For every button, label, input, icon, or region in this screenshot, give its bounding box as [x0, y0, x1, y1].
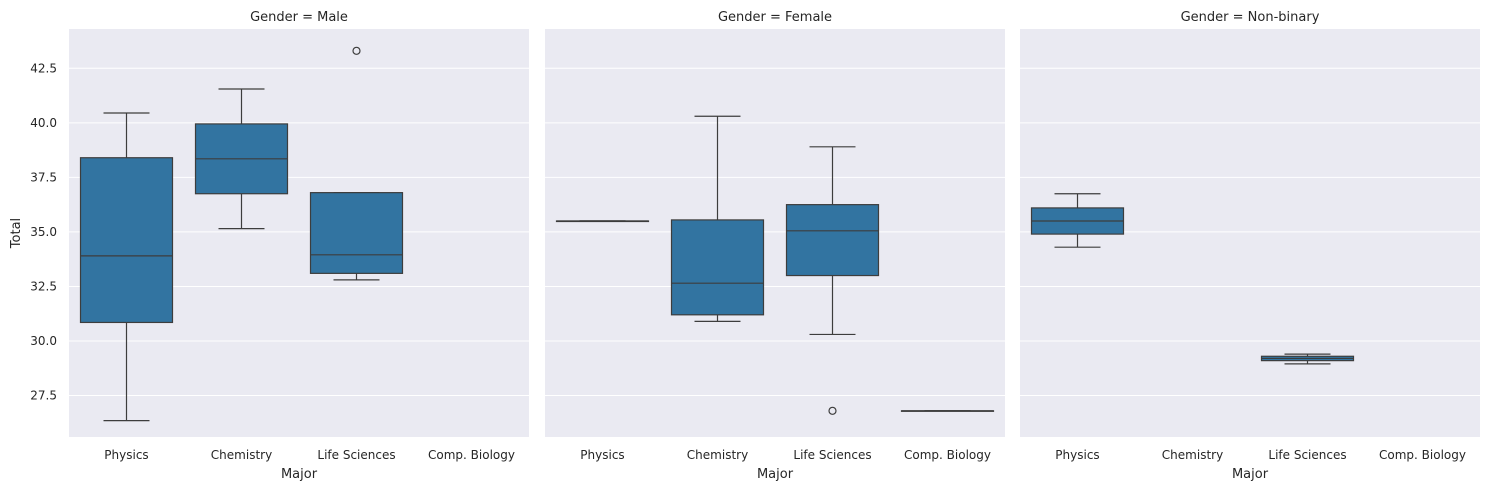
outlier-point — [352, 46, 361, 55]
box-iqr — [79, 157, 174, 324]
box-plot — [670, 115, 765, 322]
box-iqr — [785, 204, 880, 277]
x-tick-label: Physics — [104, 448, 148, 462]
y-tick-label: 30.0 — [30, 334, 57, 348]
x-tick-label: Comp. Biology — [428, 448, 515, 462]
box-plot — [900, 410, 995, 412]
panel-title: Gender = Female — [718, 10, 832, 25]
facet-panel: Gender = Female Physics Chemistry Life Scie… — [545, 10, 1005, 482]
x-tick-label: Chemistry — [1162, 448, 1223, 462]
x-axis-label: Major — [757, 467, 794, 482]
box-plot — [1260, 353, 1355, 365]
box-plot — [309, 46, 404, 281]
y-tick-label: 35.0 — [30, 225, 57, 239]
outlier-point — [828, 406, 837, 415]
box-iqr — [670, 219, 765, 316]
y-tick-label: 40.0 — [30, 116, 57, 130]
x-tick-label: Life Sciences — [1268, 448, 1346, 462]
facet-panel: Gender = Male 27.5 30.0 32.5 35.0 37.5 40.0 42.… — [30, 10, 529, 482]
x-tick-label: Comp. Biology — [904, 448, 991, 462]
x-tick-label: Life Sciences — [793, 448, 871, 462]
x-axis-label: Major — [281, 467, 318, 482]
y-tick-label: 27.5 — [30, 389, 57, 403]
y-axis-label: Total — [9, 218, 24, 249]
y-tick-label: 42.5 — [30, 61, 57, 75]
x-tick-label: Physics — [580, 448, 624, 462]
facet-panel: Gender = Non-binary Physics Chemistry Life … — [1020, 10, 1480, 482]
box-plot — [1030, 193, 1125, 248]
x-tick-label: Chemistry — [687, 448, 748, 462]
panel-background — [545, 29, 1005, 437]
x-tick-label: Life Sciences — [317, 448, 395, 462]
box-plot — [79, 112, 174, 422]
panel-title: Gender = Male — [250, 10, 348, 25]
y-tick-label: 37.5 — [30, 170, 57, 184]
x-tick-label: Comp. Biology — [1379, 448, 1466, 462]
x-axis-label: Major — [1232, 467, 1269, 482]
box-plot — [785, 146, 880, 415]
box-plot — [194, 88, 289, 230]
panel-title: Gender = Non-binary — [1181, 10, 1320, 25]
box-iqr — [309, 192, 404, 274]
x-tick-label: Chemistry — [211, 448, 272, 462]
x-tick-label: Physics — [1055, 448, 1099, 462]
y-tick-label: 32.5 — [30, 279, 57, 293]
box-plot — [555, 220, 650, 223]
